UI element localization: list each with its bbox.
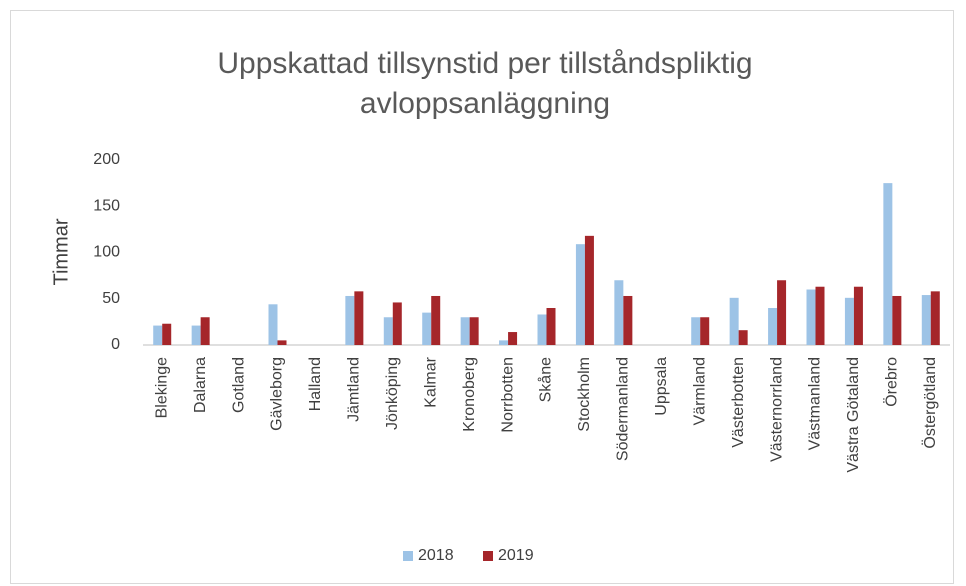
- y-tick-label: 50: [102, 290, 120, 307]
- bar: [191, 325, 201, 345]
- x-tick-label: Gotland: [230, 357, 247, 413]
- y-tick-label: 200: [93, 151, 120, 168]
- bar: [153, 325, 163, 345]
- x-tick-label: Örebro: [883, 357, 901, 407]
- x-tick-label: Västernorrland: [768, 357, 785, 462]
- x-tick-label: Västmanland: [807, 357, 824, 450]
- bar: [575, 244, 585, 345]
- bar: [162, 323, 172, 345]
- bar: [345, 295, 355, 345]
- x-tick-label: Jämtland: [346, 357, 363, 422]
- bar: [806, 289, 816, 345]
- bar: [691, 317, 701, 345]
- x-tick-label: Skåne: [537, 357, 555, 402]
- bar: [584, 235, 594, 345]
- x-tick-label: Blekinge: [153, 357, 170, 418]
- bar: [738, 330, 748, 345]
- bar: [768, 308, 778, 345]
- bar: [354, 291, 364, 345]
- bar: [921, 295, 931, 345]
- legend-label: 2018: [418, 547, 454, 564]
- bar: [277, 340, 287, 345]
- y-tick-label: 0: [111, 336, 120, 353]
- bar: [883, 183, 893, 345]
- x-tick-label: Stockholm: [576, 357, 593, 432]
- x-tick-label: Uppsala: [653, 357, 670, 416]
- bar: [537, 314, 547, 345]
- bar: [777, 280, 787, 345]
- bar: [508, 332, 518, 345]
- bar: [392, 302, 402, 345]
- x-tick-label: Östergötland: [921, 357, 939, 449]
- bar: [844, 297, 854, 345]
- bar: [614, 280, 624, 345]
- bar: [200, 317, 210, 345]
- chart-frame: [10, 10, 954, 584]
- y-axis-label: Timmar: [50, 218, 72, 285]
- bar: [422, 312, 432, 345]
- bar: [930, 291, 940, 345]
- x-tick-label: Dalarna: [192, 357, 209, 413]
- legend-label: 2019: [498, 547, 534, 564]
- bar: [469, 317, 479, 345]
- x-tick-label: Norrbotten: [499, 357, 516, 433]
- bar: [700, 317, 710, 345]
- bar: [853, 286, 863, 345]
- bar: [499, 340, 509, 345]
- bar: [623, 295, 633, 345]
- x-tick-label: Värmland: [691, 357, 708, 425]
- x-tick-label: Gävleborg: [269, 357, 286, 431]
- y-tick-label: 150: [93, 197, 120, 214]
- bar: [268, 304, 278, 345]
- bar: [383, 317, 393, 345]
- x-tick-label: Västra Götaland: [845, 357, 862, 473]
- x-tick-label: Kronoberg: [461, 357, 478, 432]
- chart-title: Uppskattad tillsynstid per tillståndspli…: [217, 47, 753, 120]
- bar: [729, 297, 739, 345]
- legend-swatch: [403, 551, 413, 561]
- x-tick-label: Västerbotten: [730, 357, 747, 448]
- bar: [892, 295, 902, 345]
- x-tick-label: Kalmar: [422, 356, 439, 407]
- x-tick-label: Jönköping: [384, 357, 401, 430]
- bar: [431, 295, 441, 345]
- legend-swatch: [483, 551, 493, 561]
- bar: [546, 308, 556, 345]
- bar: [460, 317, 470, 345]
- x-tick-label: Halland: [307, 357, 324, 411]
- x-tick-label: Södermanland: [615, 357, 632, 461]
- bar: [815, 286, 825, 345]
- y-tick-label: 100: [93, 244, 120, 261]
